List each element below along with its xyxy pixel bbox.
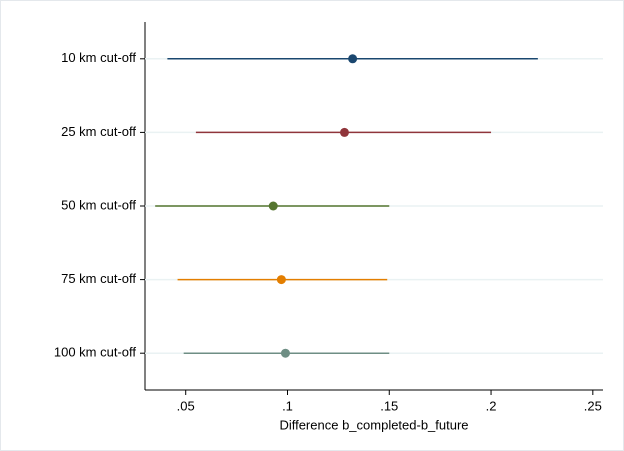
point [348, 54, 358, 64]
y-tick-label: 25 km cut-off [61, 124, 136, 139]
y-tick-label: 75 km cut-off [61, 271, 136, 286]
y-tick-label: 100 km cut-off [54, 345, 137, 360]
x-tick-label: .1 [282, 398, 293, 413]
x-tick-label: .05 [177, 398, 195, 413]
x-tick-label: .15 [380, 398, 398, 413]
y-tick-label: 50 km cut-off [61, 197, 136, 212]
point [280, 348, 290, 358]
point [339, 127, 349, 137]
point [276, 275, 286, 285]
x-axis-label: Difference b_completed-b_future [279, 417, 468, 432]
x-tick-label: .2 [486, 398, 497, 413]
x-tick-label: .25 [584, 398, 602, 413]
y-tick-label: 10 km cut-off [61, 50, 136, 65]
point [268, 201, 278, 211]
